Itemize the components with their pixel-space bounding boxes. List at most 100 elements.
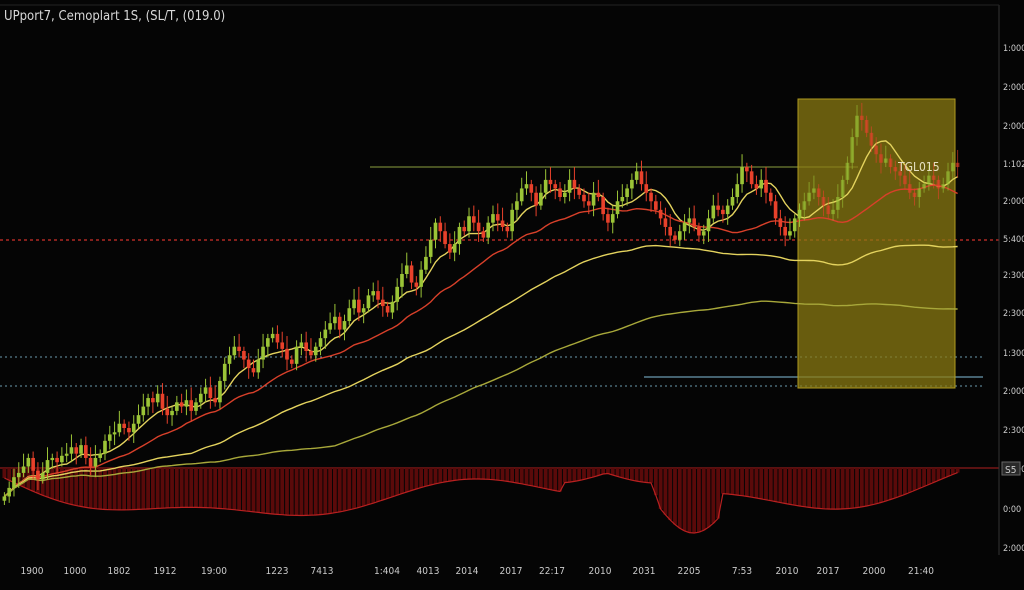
candle-body	[12, 477, 16, 488]
candle-body	[850, 137, 855, 163]
candle-body	[352, 299, 356, 309]
candle-body	[730, 197, 735, 206]
candle-body	[395, 286, 399, 302]
candle-body	[745, 167, 749, 172]
candle-body	[836, 197, 840, 210]
candle-body	[572, 179, 577, 189]
candle-body	[443, 231, 447, 245]
candle-body	[687, 218, 692, 223]
candle-body	[754, 184, 759, 189]
candle-body	[596, 192, 601, 197]
x-tick-label: 2000	[863, 566, 886, 577]
candle-body	[505, 226, 510, 232]
y-tick-label: 1:300	[1003, 349, 1024, 359]
candle-body	[534, 192, 538, 206]
y-tick-label: 2:000	[1003, 387, 1024, 397]
candle-body	[371, 291, 376, 296]
candle-body	[582, 194, 586, 202]
ma-long-line	[3, 300, 958, 497]
candle-body	[783, 226, 787, 236]
candle-body	[79, 445, 83, 454]
candle-body	[845, 162, 850, 180]
candle-body	[155, 393, 160, 403]
candle-body	[309, 351, 313, 356]
candle-body	[524, 184, 529, 189]
candle-body	[778, 218, 783, 227]
candle-body	[840, 179, 845, 197]
candle-body	[103, 440, 107, 454]
candle-body	[361, 308, 366, 313]
candle-body	[60, 455, 64, 463]
x-tick-label: 1802	[108, 566, 131, 577]
y-tick-label: 2:000	[1003, 197, 1024, 207]
candle-body	[170, 410, 174, 416]
candle-body	[826, 205, 831, 215]
candle-body	[285, 348, 289, 360]
candle-body	[414, 282, 419, 287]
candle-body	[237, 346, 241, 351]
candle-body	[486, 222, 491, 238]
candle-body	[275, 333, 280, 343]
candle-body	[759, 179, 764, 189]
candle-body	[93, 457, 98, 467]
candle-body	[519, 188, 524, 202]
candle-body	[941, 184, 946, 189]
candle-body	[610, 214, 615, 223]
candle-body	[390, 301, 395, 313]
candle-body	[548, 179, 553, 185]
candle-body	[74, 447, 79, 454]
candle-body	[342, 321, 347, 330]
candle-body	[639, 171, 644, 185]
candle-body	[644, 184, 649, 193]
candle-body	[907, 184, 912, 193]
candle-body	[45, 460, 50, 473]
candle-body	[385, 306, 390, 313]
candle-body	[649, 192, 653, 202]
candle-body	[438, 222, 443, 232]
candle-body	[424, 256, 428, 270]
candle-body	[601, 197, 605, 215]
y-tick-label: 2:300	[1003, 426, 1024, 436]
candle-body	[481, 231, 486, 238]
x-tick-label: 2017	[500, 566, 523, 577]
candle-body	[812, 188, 816, 193]
candle-body	[658, 209, 663, 219]
candle-body	[802, 201, 807, 210]
candle-body	[261, 346, 265, 360]
x-tick-labels: 1900 1000 1802 1912 19:00 1223 7413 1:404 4013 20…	[21, 566, 935, 577]
candle-body	[673, 235, 677, 240]
candle-body	[946, 171, 950, 185]
y-tick-label: 2:300	[1003, 271, 1024, 281]
candle-body	[323, 329, 328, 339]
candle-body	[697, 226, 701, 236]
candle-body	[7, 487, 12, 497]
candle-body	[510, 209, 514, 232]
candle-body	[141, 406, 146, 416]
candle-body	[16, 472, 21, 478]
candle-body	[936, 179, 941, 189]
candle-body	[107, 434, 112, 441]
candle-body	[792, 218, 797, 232]
candle-body	[476, 222, 481, 232]
candle-body	[912, 192, 917, 197]
candle-body	[491, 214, 495, 223]
candle-body	[893, 167, 898, 172]
candle-body	[462, 226, 467, 232]
candle-body	[543, 179, 548, 193]
x-tick-label: 19:00	[201, 566, 227, 577]
candle-body	[299, 342, 304, 347]
candle-body	[50, 457, 55, 461]
candle-body	[26, 457, 31, 467]
candle-body	[701, 231, 706, 236]
candle-body	[816, 188, 821, 197]
candle-body	[855, 115, 859, 138]
candle-body	[112, 432, 117, 435]
candle-body	[567, 179, 572, 193]
candle-body	[740, 167, 744, 185]
candle-body	[64, 453, 69, 456]
ma-mid-line	[3, 184, 958, 497]
candle-body	[146, 398, 150, 407]
candle-body	[471, 216, 476, 223]
x-tick-label: 2017	[817, 566, 840, 577]
